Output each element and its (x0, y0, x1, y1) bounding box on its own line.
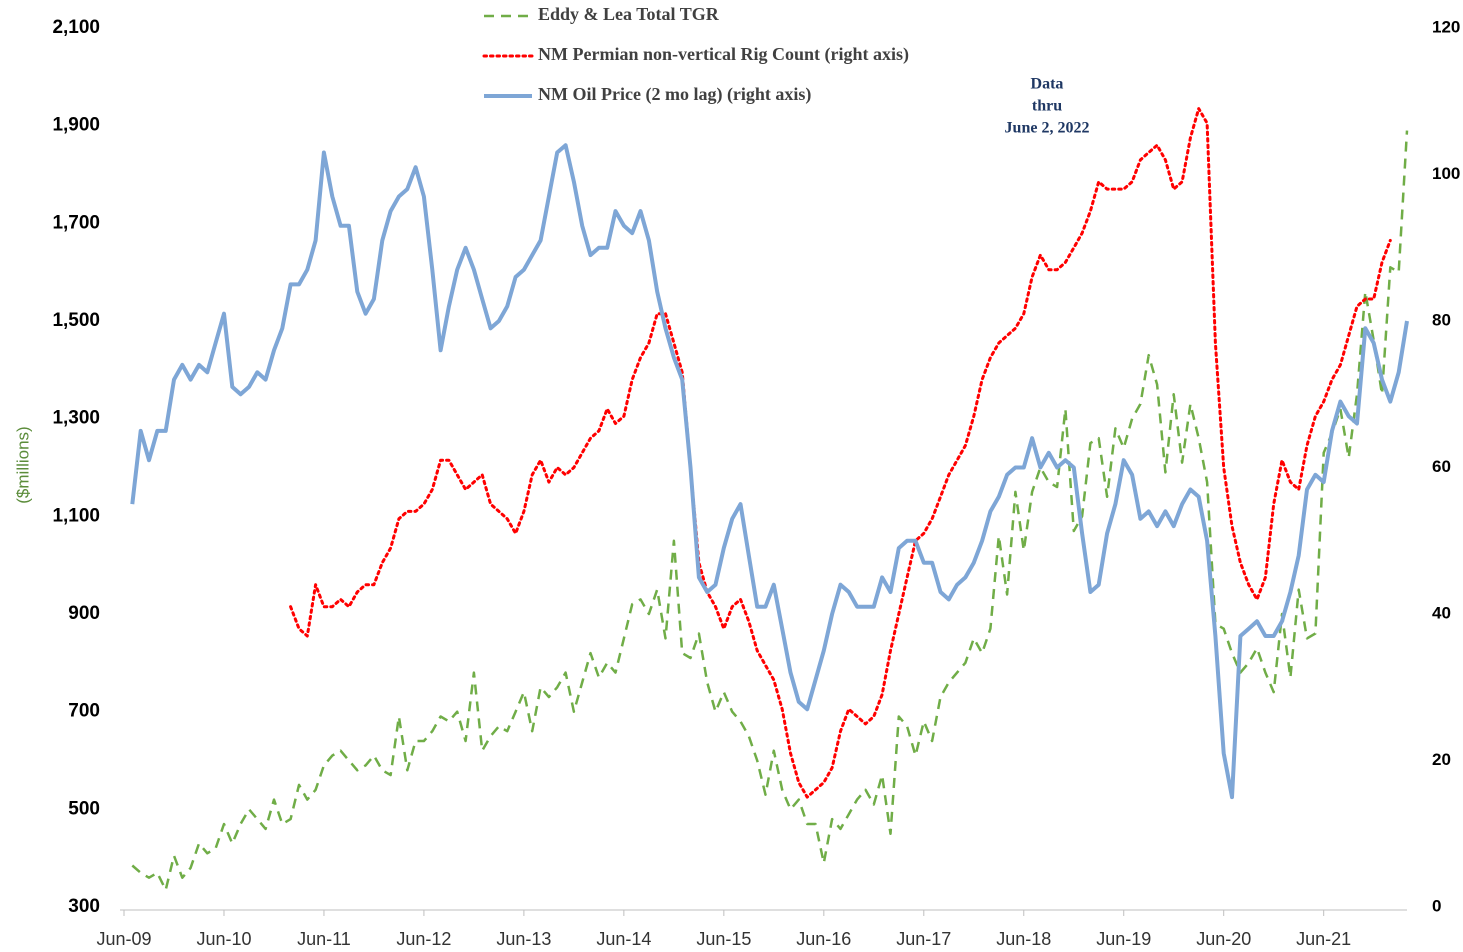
x-tick-label: Jun-13 (496, 929, 551, 949)
y-tick-label: 1,100 (52, 505, 100, 526)
annotation: Data (1031, 76, 1064, 93)
y-tick-label: 900 (68, 603, 100, 624)
y2-tick-label: 0 (1432, 896, 1441, 915)
x-tick-label: Jun-16 (796, 929, 851, 949)
y-tick-label: 2,100 (52, 17, 100, 38)
legend-label: Eddy & Lea Total TGR (538, 4, 720, 24)
y-tick-label: 1,500 (52, 310, 100, 331)
series-line (131, 130, 1409, 892)
x-tick-label: Jun-15 (696, 929, 751, 949)
x-tick-label: Jun-10 (196, 929, 251, 949)
y2-tick-label: 40 (1432, 603, 1451, 622)
series-line (289, 107, 1392, 799)
x-tick-label: Jun-19 (1096, 929, 1151, 949)
x-tick-label: Jun-17 (896, 929, 951, 949)
y-tick-label: 300 (68, 896, 100, 917)
legend-label: NM Permian non-vertical Rig Count (right… (538, 44, 909, 65)
y-tick-label: 1,700 (52, 212, 100, 233)
annotation: thru (1032, 98, 1062, 115)
y2-tick-label: 60 (1432, 457, 1451, 476)
y2-tick-label: 100 (1432, 164, 1460, 183)
y2-tick-label: 20 (1432, 750, 1451, 769)
x-tick-label: Jun-12 (396, 929, 451, 949)
y-tick-label: 500 (68, 798, 100, 819)
x-tick-label: Jun-09 (96, 929, 151, 949)
x-tick-label: Jun-14 (596, 929, 651, 949)
y2-tick-label: 120 (1432, 17, 1460, 36)
series-line (130, 143, 1409, 800)
x-tick-label: Jun-18 (996, 929, 1051, 949)
x-tick-label: Jun-21 (1296, 929, 1351, 949)
y-tick-label: 700 (68, 701, 100, 722)
y-tick-label: 1,900 (52, 115, 100, 136)
legend-label: NM Oil Price (2 mo lag) (right axis) (538, 84, 811, 105)
y2-tick-label: 80 (1432, 310, 1451, 329)
annotation: June 2, 2022 (1005, 120, 1090, 137)
y-axis-label: ($millions) (13, 426, 32, 503)
x-tick-label: Jun-11 (297, 929, 351, 949)
y-tick-label: 1,300 (52, 408, 100, 429)
x-tick-label: Jun-20 (1196, 929, 1251, 949)
